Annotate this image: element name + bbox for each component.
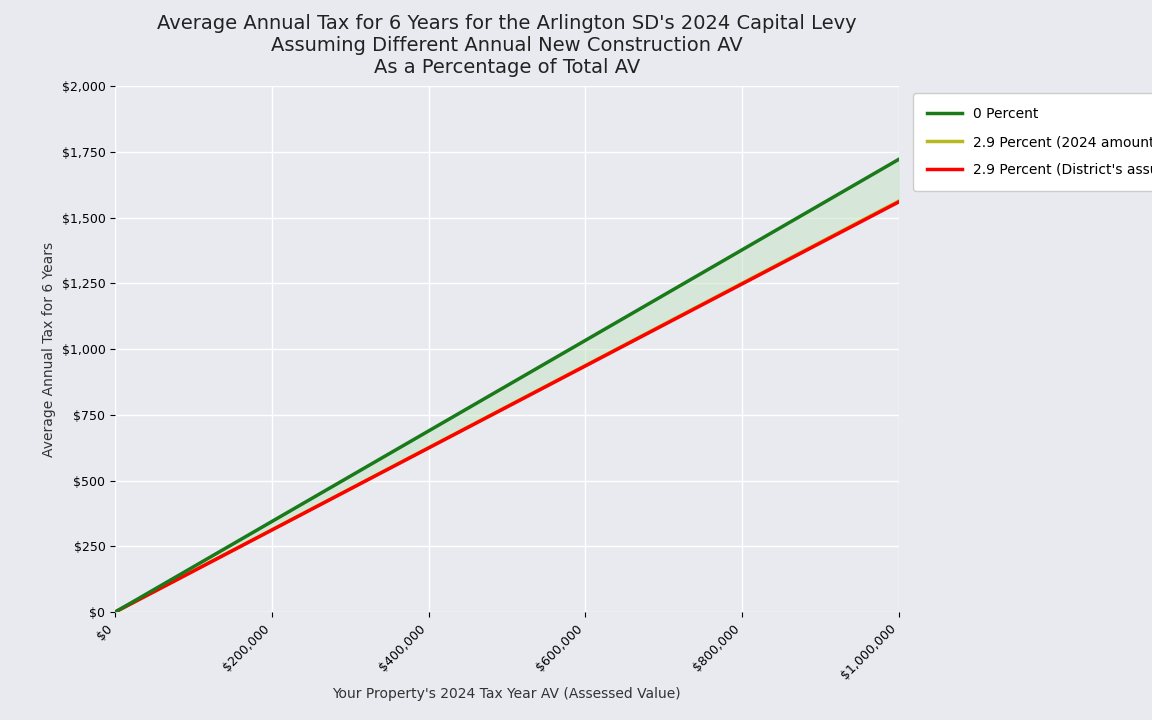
2.9 Percent (District's assumption) (873, 207, 887, 216)
0 Percent (532, 363, 546, 372)
2.9 Percent (District's assumption) (480, 413, 494, 422)
2.9 Percent (District's assumption) (575, 364, 589, 372)
2.9 Percent (District's assumption) (892, 198, 905, 207)
0 Percent (485, 390, 499, 399)
0 Percent (750, 237, 764, 246)
0 Percent (108, 608, 122, 616)
2.9 Percent (2024 amount) (873, 207, 887, 215)
0 Percent (873, 166, 887, 175)
2.9 Percent (2024 amount) (892, 197, 905, 205)
0 Percent (575, 338, 589, 347)
2.9 Percent (2024 amount) (480, 413, 494, 421)
Title: Average Annual Tax for 6 Years for the Arlington SD's 2024 Capital Levy
Assuming: Average Annual Tax for 6 Years for the A… (157, 14, 857, 76)
2.9 Percent (District's assumption) (485, 410, 499, 419)
Line: 2.9 Percent (District's assumption): 2.9 Percent (District's assumption) (115, 202, 899, 612)
0 Percent (892, 155, 905, 163)
Line: 2.9 Percent (2024 amount): 2.9 Percent (2024 amount) (115, 201, 899, 612)
2.9 Percent (District's assumption) (532, 386, 546, 395)
2.9 Percent (District's assumption) (750, 271, 764, 280)
2.9 Percent (2024 amount) (532, 385, 546, 394)
2.9 Percent (2024 amount) (485, 410, 499, 419)
2.9 Percent (District's assumption) (108, 608, 122, 616)
2.9 Percent (2024 amount) (108, 608, 122, 616)
X-axis label: Your Property's 2024 Tax Year AV (Assessed Value): Your Property's 2024 Tax Year AV (Assess… (333, 688, 681, 701)
0 Percent (480, 392, 494, 401)
2.9 Percent (2024 amount) (575, 363, 589, 372)
Y-axis label: Average Annual Tax for 6 Years: Average Annual Tax for 6 Years (41, 242, 56, 456)
Legend: 0 Percent, 2.9 Percent (2024 amount), 2.9 Percent (District's assumption): 0 Percent, 2.9 Percent (2024 amount), 2.… (914, 94, 1152, 191)
Line: 0 Percent: 0 Percent (115, 159, 899, 612)
2.9 Percent (2024 amount) (750, 271, 764, 279)
